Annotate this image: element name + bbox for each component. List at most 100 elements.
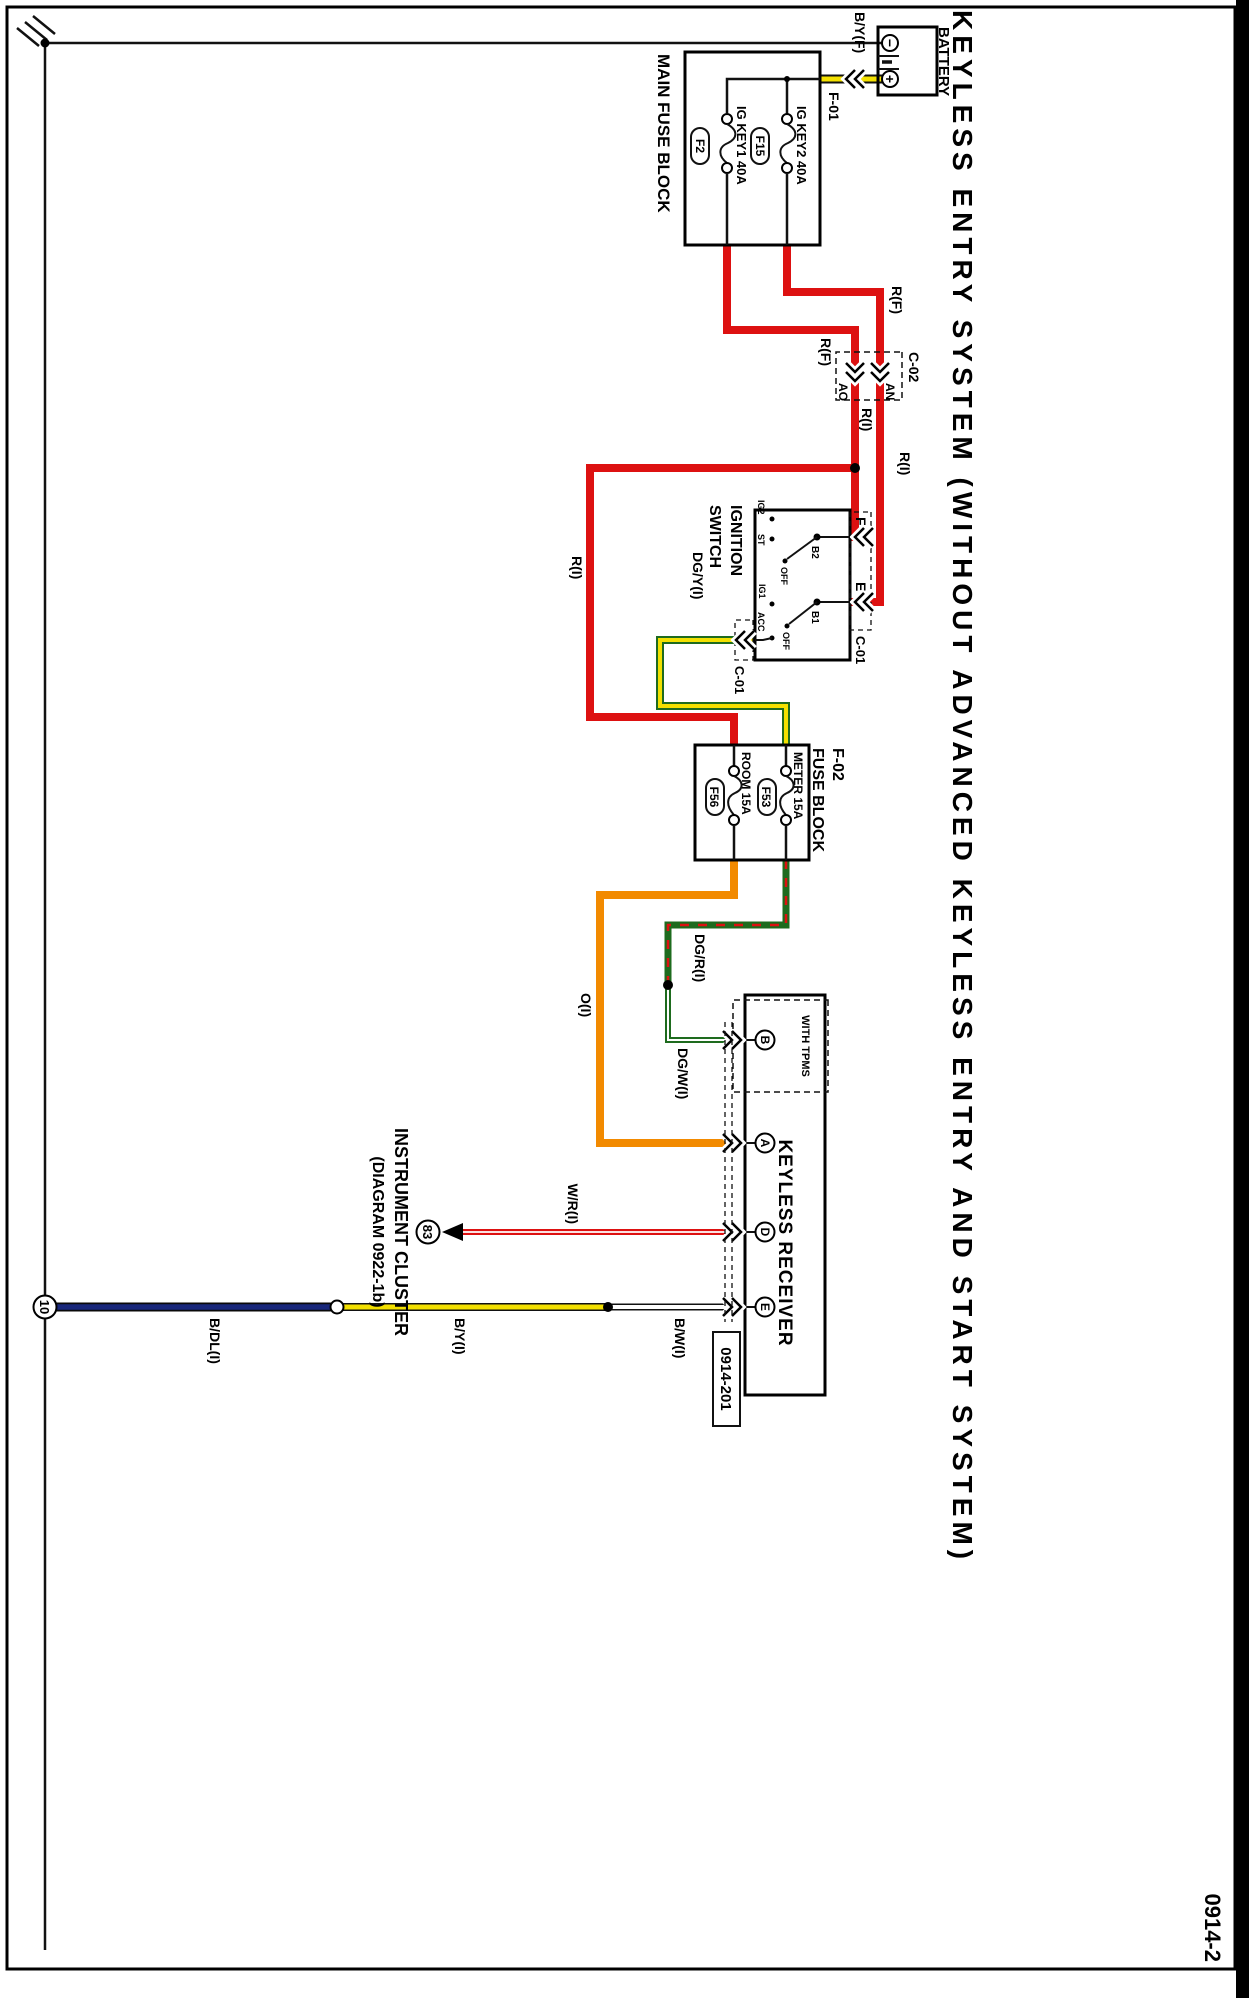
wire-label-ri: R(I) — [859, 408, 875, 431]
wire-label-rf: R(F) — [889, 286, 905, 314]
switch-arm — [788, 601, 818, 625]
connector-chevron-icon — [853, 592, 874, 612]
keyless-receiver-box — [743, 993, 827, 1397]
with-tpms-outline — [732, 999, 829, 1093]
main-fuse-block-box — [683, 50, 822, 247]
fuse-end-icon — [728, 765, 740, 777]
battery-plus-terminal-icon — [881, 70, 899, 88]
terminal-b2: B2 — [809, 546, 820, 559]
wire-label-bw: B/W(I) — [672, 1318, 688, 1358]
pin-label-an: AN — [883, 383, 897, 400]
fuse-id: F53 — [759, 787, 773, 808]
fuse-end-icon — [721, 162, 733, 174]
wire-label-bdl: B/DL(I) — [207, 1318, 223, 1364]
wire-label-dgy: DG/Y(I) — [690, 552, 706, 599]
wire-r-branch — [586, 464, 855, 745]
fuse-block-box — [693, 743, 811, 862]
connector-chevron-icon — [734, 630, 755, 650]
pin-circle-e — [754, 1296, 776, 1318]
battery-plus-symbol: + — [882, 75, 898, 83]
pin-label-f: F — [853, 517, 869, 526]
connector-chevron-icon — [870, 362, 890, 383]
fuse-element-icon — [719, 123, 737, 164]
splice-dot — [850, 463, 860, 473]
ground-joint-circle — [32, 1294, 58, 1320]
fuse-rating: ROOM 15A — [739, 752, 753, 815]
fuse-block-id: F-02 — [829, 748, 846, 781]
ground-path: B/W(I) B/Y(I) B/DL(I) 10 — [32, 1294, 688, 1364]
connector-label-c02: C-02 — [906, 352, 922, 383]
ground-joint-number: 10 — [37, 1300, 52, 1314]
connector-label-f01: F-01 — [826, 92, 842, 121]
ignition-switch-label-1: IGNITION — [727, 505, 744, 576]
fuse-id-oval — [750, 127, 770, 165]
wires — [56, 74, 884, 1315]
fuse-id: F15 — [753, 136, 767, 157]
fuse-id-oval — [705, 778, 725, 816]
page-border — [5, 5, 1237, 1971]
connector-chevron-icon — [722, 1297, 743, 1317]
pin-letter-e: E — [758, 1303, 772, 1311]
position-off: OFF — [779, 567, 789, 585]
fuse-id-oval — [690, 127, 710, 165]
fuse-rating: IG KEY1 40A — [734, 106, 749, 185]
pin-circle-a — [754, 1132, 776, 1154]
fuse-id: F56 — [707, 787, 721, 808]
fuse-element-icon — [779, 123, 797, 164]
pin-circle-d — [754, 1221, 776, 1243]
fuse-rating: METER 15A — [791, 752, 805, 820]
ignition-switch: IGNITION SWITCH F E C-01 B2 B1 OFF IG2 S… — [690, 500, 876, 694]
connector-c02-outline — [835, 351, 903, 401]
fuse-end-icon — [781, 113, 793, 125]
fuse-block-f02: F-02 FUSE BLOCK METER 15A F53 ROOM 15A F… — [578, 743, 846, 1099]
position-ig2: IG2 — [756, 500, 766, 515]
battery-plates-icon — [878, 55, 899, 70]
fuse-block-label: FUSE BLOCK — [809, 748, 826, 852]
connector-label-c01: C-01 — [853, 636, 868, 664]
reference-number: 83 — [420, 1225, 435, 1239]
splice-dot — [663, 980, 673, 990]
fuse-rating: IG KEY2 40A — [794, 106, 809, 185]
instrument-cluster-label: INSTRUMENT CLUSTER — [391, 1128, 411, 1336]
switch-arm — [786, 536, 818, 560]
wire-dgw-outer — [665, 985, 741, 1043]
main-fuse-block-label: MAIN FUSE BLOCK — [654, 54, 673, 213]
wire-label-by: B/Y(I) — [452, 1318, 468, 1355]
fuse-end-icon — [728, 814, 740, 826]
page-edge-bar — [1236, 0, 1249, 1998]
battery-label: BATTERY — [935, 27, 952, 96]
ground-bus — [16, 15, 882, 1950]
instrument-cluster-diagram-ref: (DIAGRAM 0922-1b) — [369, 1156, 386, 1307]
instrument-cluster-ref: W/R(I) 83 INSTRUMENT CLUSTER (DIAGRAM 09… — [369, 1128, 581, 1336]
fuse-element-icon — [779, 775, 795, 816]
battery-minus-terminal-icon — [881, 34, 899, 52]
page-number: 0914-2 — [1200, 1893, 1225, 1962]
fuse-id-oval — [757, 778, 777, 816]
ignition-switch-label-2: SWITCH — [706, 505, 723, 568]
wire-dgy-outer — [656, 636, 790, 745]
wire-label-wr: W/R(I) — [565, 1184, 581, 1224]
wire-label-byf: B/Y(F) — [852, 12, 868, 53]
pin-label-ao: AO — [836, 383, 850, 401]
junction-dot — [40, 38, 50, 48]
wire-label-ri: R(I) — [897, 452, 913, 475]
fuse-end-icon — [780, 814, 792, 826]
page-frame: KEYLESS ENTRY SYSTEM (WITHOUT ADVANCED K… — [5, 0, 1249, 1998]
terminal-b1: B1 — [809, 611, 820, 624]
fuse-end-icon — [780, 765, 792, 777]
wire-o — [596, 860, 741, 1147]
position-acc: ACC — [756, 612, 766, 632]
battery-box — [876, 25, 939, 97]
wire-label-dgr: DG/R(I) — [692, 934, 708, 982]
fuse-id: F2 — [693, 139, 707, 153]
wire-label-dgw: DG/W(I) — [675, 1048, 691, 1099]
fuse-element-icon — [727, 775, 743, 816]
wire-label-ri-branch: R(I) — [569, 556, 585, 579]
reference-circle — [415, 1219, 441, 1245]
wire-r-an — [783, 245, 884, 606]
page-title: KEYLESS ENTRY SYSTEM (WITHOUT ADVANCED K… — [947, 10, 978, 1564]
connector-label-c01: C-01 — [732, 666, 747, 694]
chassis-ground-icon — [16, 15, 56, 47]
joint-connector — [329, 1299, 345, 1315]
